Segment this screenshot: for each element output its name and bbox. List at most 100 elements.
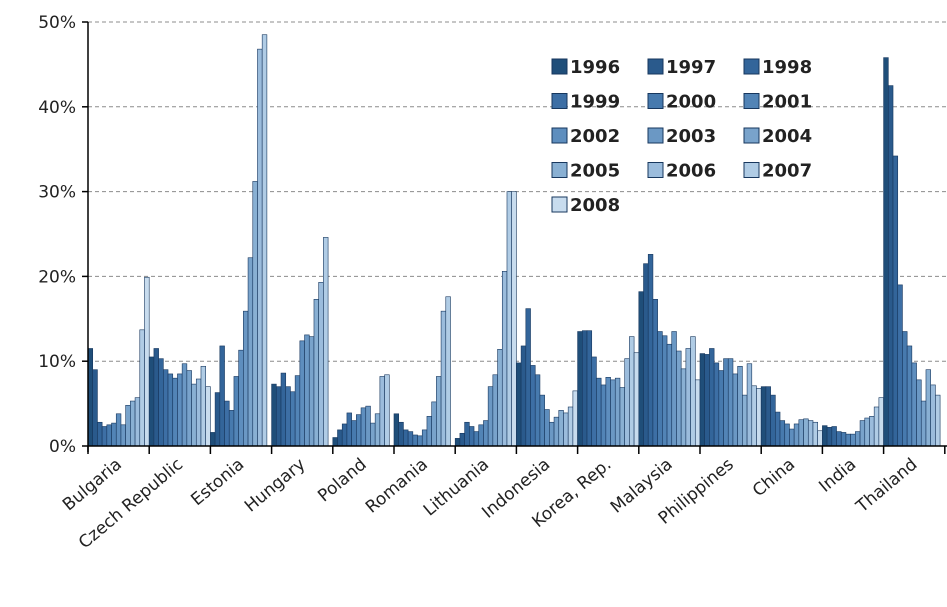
bar-indonesia-1996	[516, 362, 522, 447]
legend-swatch-2005	[551, 162, 568, 178]
legend-label-2004: 2004	[762, 126, 812, 147]
bar-china-2001	[784, 423, 790, 447]
legend-swatch-1997	[647, 58, 664, 75]
bar-bulgaria-2004	[125, 404, 131, 447]
bar-czech-republic-2006	[195, 378, 202, 447]
bar-romania-2004	[431, 401, 437, 447]
bar-china-2006	[807, 420, 814, 447]
legend-item-2005: 2005	[551, 161, 620, 182]
bar-lithuania-2007	[506, 191, 512, 447]
bar-czech-republic-2002	[177, 373, 183, 447]
bar-poland-1996	[332, 437, 338, 447]
bar-india-2002	[850, 433, 856, 447]
bar-romania-1998	[403, 429, 409, 447]
bar-poland-2001	[356, 414, 362, 447]
x-label-poland: Poland	[314, 455, 370, 507]
bar-group-indonesia	[516, 308, 578, 447]
x-label-estonia: Estonia	[187, 455, 248, 511]
bar-hungary-2007	[323, 237, 329, 447]
bar-bulgaria-2000	[106, 424, 112, 447]
bar-china-1996	[760, 386, 767, 447]
bar-poland-2003	[365, 405, 371, 447]
bar-czech-republic-2000	[167, 373, 174, 447]
bar-estonia-1997	[214, 392, 221, 447]
bar-indonesia-2008	[572, 390, 578, 447]
legend-item-1998: 1998	[743, 57, 812, 78]
bar-korea-rep-2001	[600, 384, 607, 447]
bar-india-2003	[855, 431, 861, 447]
y-tick-label: 50%	[38, 13, 76, 33]
bar-thailand-2001	[906, 345, 913, 447]
bar-indonesia-1997	[520, 345, 527, 447]
bar-malaysia-2008	[694, 379, 701, 447]
bar-romania-1996	[393, 413, 400, 447]
legend-item-2007: 2007	[743, 161, 812, 182]
legend-label-2005: 2005	[570, 161, 620, 182]
bar-korea-rep-2002	[605, 377, 611, 447]
bar-czech-republic-1998	[158, 358, 164, 447]
bar-china-1998	[770, 394, 776, 447]
bar-china-2002	[789, 428, 795, 447]
legend-label-1997: 1997	[666, 57, 716, 78]
bar-bulgaria-2003	[120, 424, 126, 447]
bar-philippines-2001	[723, 358, 729, 447]
bar-group-estonia	[210, 34, 268, 447]
bar-bulgaria-1999	[101, 426, 108, 447]
legend-item-2008: 2008	[551, 195, 620, 216]
bar-malaysia-1998	[647, 254, 654, 447]
bar-china-2008	[817, 430, 823, 447]
legend-item-2000: 2000	[647, 92, 716, 113]
y-tick-label: 20%	[38, 267, 76, 287]
bar-poland-2004	[370, 422, 376, 447]
bar-malaysia-2001	[662, 335, 668, 447]
bar-thailand-2004	[920, 400, 927, 447]
legend-label-2007: 2007	[762, 161, 812, 182]
legend-item-2001: 2001	[743, 92, 812, 113]
bar-romania-2002	[421, 429, 428, 447]
bar-korea-rep-1998	[586, 330, 593, 447]
legend-label-2008: 2008	[570, 195, 620, 216]
bar-estonia-2002	[238, 349, 244, 447]
bar-lithuania-2003	[487, 386, 494, 447]
bar-estonia-1996	[210, 432, 216, 447]
axes	[82, 21, 947, 454]
bar-romania-2001	[417, 435, 423, 447]
bar-korea-rep-2004	[614, 377, 621, 447]
bar-group-thailand	[883, 57, 941, 447]
bar-romania-2007	[445, 296, 451, 447]
bar-indonesia-2003	[549, 421, 555, 447]
bar-czech-republic-1996	[148, 356, 155, 447]
bar-bulgaria-2002	[115, 413, 122, 447]
y-tick-label: 10%	[38, 352, 76, 372]
bar-estonia-2006	[257, 48, 263, 447]
bar-thailand-1999	[897, 284, 903, 447]
bar-lithuania-1999	[469, 426, 475, 447]
legend-swatch-2006	[647, 162, 664, 178]
legend-swatch-1998	[743, 58, 760, 75]
bar-philippines-1996	[699, 353, 706, 447]
x-label-india: India	[815, 455, 860, 497]
bar-czech-republic-2005	[191, 383, 197, 447]
bar-czech-republic-1997	[153, 348, 159, 447]
bar-india-2007	[873, 406, 880, 447]
legend-label-2000: 2000	[666, 92, 716, 113]
bar-romania-2003	[426, 416, 432, 447]
bar-indonesia-1999	[530, 365, 536, 447]
bar-indonesia-2004	[553, 416, 560, 447]
bar-bulgaria-1998	[97, 421, 103, 447]
bar-czech-republic-2001	[172, 377, 178, 447]
legend-item-1999: 1999	[551, 92, 620, 113]
bar-estonia-2000	[228, 410, 235, 447]
bar-indonesia-2006	[563, 412, 569, 447]
bar-thailand-1998	[892, 155, 899, 447]
bar-romania-2000	[412, 434, 418, 447]
legend-label-2002: 2002	[570, 126, 620, 147]
bar-poland-2002	[360, 407, 367, 447]
bar-poland-1999	[346, 412, 352, 447]
bar-indonesia-2000	[534, 374, 541, 447]
bar-hungary-2004	[308, 336, 315, 447]
bar-poland-2000	[351, 420, 357, 447]
bar-lithuania-1996	[454, 438, 461, 447]
bar-thailand-2007	[935, 394, 941, 447]
